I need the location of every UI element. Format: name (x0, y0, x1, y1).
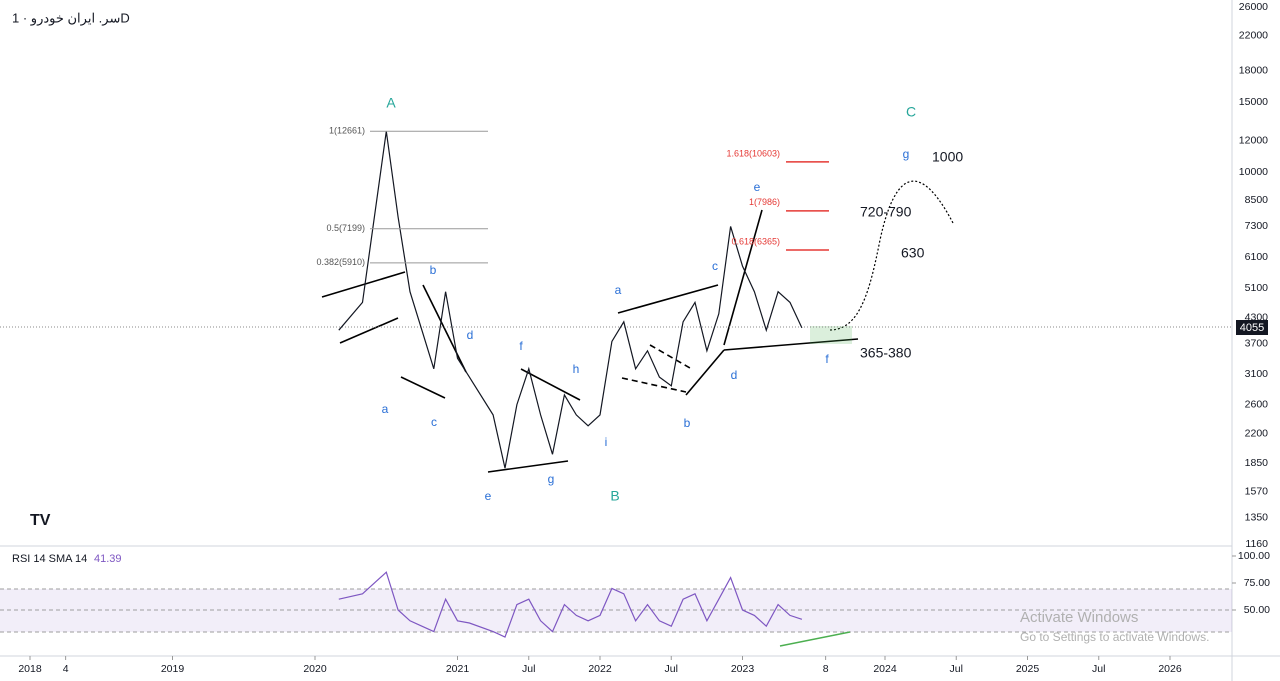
y-tick-label: 22000 (1239, 30, 1268, 42)
wave-label: i (605, 435, 608, 449)
rsi-title: RSI 14 SMA 14 (12, 553, 87, 565)
rsi-last: 41.39 (94, 553, 122, 565)
x-tick-label: 2024 (873, 663, 897, 675)
wave-label: d (467, 328, 474, 342)
y-tick-label: 1570 (1245, 486, 1269, 498)
fib-label: 0.618(6365) (731, 236, 780, 246)
x-tick-label: 2025 (1016, 663, 1040, 675)
x-tick-label: 2022 (588, 663, 612, 675)
rsi-divergence-arrow (779, 631, 851, 647)
y-tick-label: 3100 (1245, 368, 1269, 380)
x-tick-label: 2018 (18, 663, 42, 675)
y-tick-label: 10000 (1239, 166, 1268, 178)
rsi-line (338, 571, 803, 638)
wave-label: h (573, 362, 580, 376)
wave-label: b (430, 263, 437, 277)
trendlines (321, 180, 954, 473)
wave-label: e (754, 180, 761, 194)
wave-label: f (519, 339, 523, 353)
y-tick-label: 12000 (1239, 134, 1268, 146)
wave-label: a (382, 402, 389, 416)
y-tick-label: 1350 (1245, 512, 1269, 524)
fib-label: 0.5(7199) (326, 223, 365, 233)
y-tick-label: 6100 (1245, 251, 1269, 263)
x-tick-label: 4 (63, 663, 69, 675)
y-tick-label: 3700 (1245, 337, 1269, 349)
wave-label: b (684, 416, 691, 430)
target-label: 365-380 (860, 345, 912, 361)
x-tick-label: 2021 (446, 663, 470, 675)
fib-label: 0.382(5910) (316, 257, 365, 267)
x-tick-label: Jul (1092, 663, 1105, 675)
y-tick-label: 2600 (1245, 398, 1269, 410)
y-tick-label: 2200 (1245, 427, 1269, 439)
y-tick-label: 18000 (1239, 64, 1268, 76)
y-tick-label: 1850 (1245, 457, 1269, 469)
watermark: Activate Windows (1020, 609, 1138, 626)
y-tick-label: 4300 (1245, 312, 1269, 324)
x-tick-label: 8 (823, 663, 829, 675)
wave-label: a (615, 283, 622, 297)
rsi-tick-label: 100.00 (1238, 550, 1270, 562)
wave-label: e (485, 489, 492, 503)
rsi-tick-label: 50.00 (1244, 604, 1270, 616)
logo: TV (30, 512, 51, 529)
wave-label: B (610, 488, 619, 504)
y-tick-label: 26000 (1239, 1, 1268, 13)
fib-label: 1.618(10603) (726, 148, 780, 158)
wave-label: g (903, 147, 910, 161)
y-tick-label: 1160 (1245, 538, 1268, 550)
x-tick-label: 2023 (731, 663, 755, 675)
rsi-tick-label: 75.00 (1244, 577, 1270, 589)
x-tick-label: Jul (950, 663, 963, 675)
target-box (810, 326, 852, 344)
x-tick-label: 2026 (1158, 663, 1182, 675)
x-tick-label: Jul (522, 663, 535, 675)
target-label: 630 (901, 245, 925, 261)
price-line (338, 131, 803, 469)
y-tick-label: 15000 (1239, 96, 1268, 108)
last-price-tag (1236, 320, 1268, 335)
target-label: 720-790 (860, 204, 912, 220)
target-label: 1000 (932, 149, 963, 165)
x-tick-label: 2019 (161, 663, 185, 675)
last-price-label: 4055 (1240, 322, 1264, 334)
wave-label: c (431, 415, 437, 429)
y-tick-label: 8500 (1245, 194, 1269, 206)
y-tick-label: 7300 (1245, 220, 1269, 232)
wave-label: C (906, 104, 916, 120)
fib-label: 1(7986) (749, 197, 780, 207)
wave-label: c (712, 259, 718, 273)
chart-title: سر. ایران خودرو · 1D (12, 10, 130, 26)
y-tick-label: 5100 (1245, 282, 1269, 294)
wave-label: g (548, 472, 555, 486)
wave-label: A (386, 95, 396, 111)
fib-label: 1(12661) (329, 126, 365, 136)
x-tick-label: Jul (665, 663, 678, 675)
watermark: Go to Settings to activate Windows. (1020, 630, 1209, 644)
wave-label: f (825, 352, 829, 366)
x-tick-label: 2020 (303, 663, 327, 675)
wave-label: d (731, 368, 738, 382)
